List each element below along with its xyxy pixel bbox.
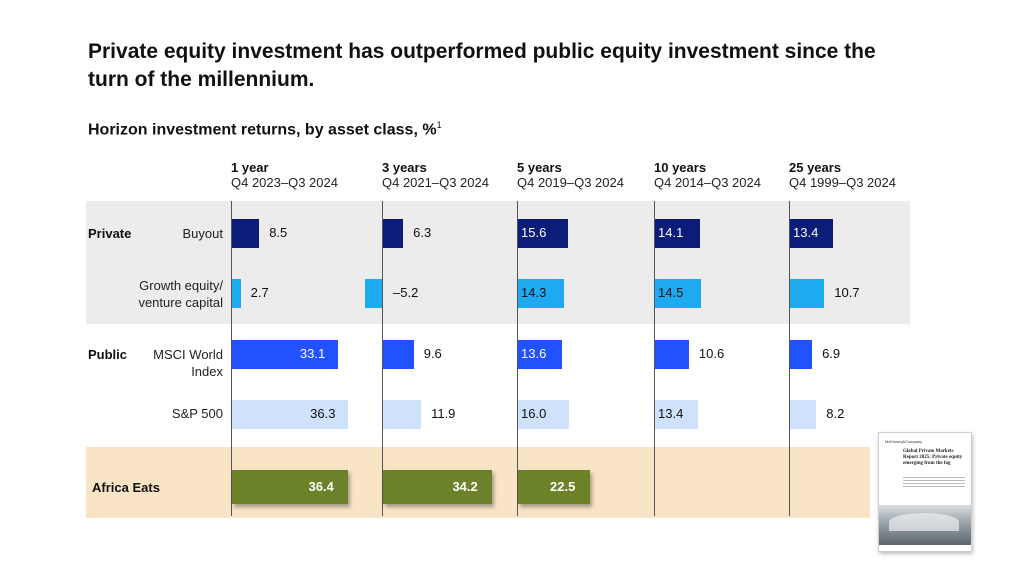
axis-line	[517, 201, 518, 516]
bar-growth-1	[232, 278, 241, 308]
bar-growth-5	[790, 278, 825, 308]
column-header-4: 10 years Q4 2014–Q3 2024	[654, 160, 761, 190]
data-label-buyout-3: 15.6	[521, 225, 547, 240]
data-label-msci-4: 10.6	[698, 346, 725, 361]
column-header-period: 1 year	[231, 160, 269, 175]
data-label-africa-eats-2: 34.2	[452, 479, 478, 494]
bar-msci-2	[383, 339, 414, 369]
bar-sp500-4	[655, 399, 698, 429]
data-label-msci-3: 13.6	[521, 346, 547, 361]
bar-msci-3	[518, 339, 562, 369]
thumbnail-title: Global Private Markets Report 2025: Priv…	[903, 449, 963, 466]
bar-buyout-3	[518, 218, 568, 248]
data-label-buyout-1: 8.5	[269, 225, 288, 240]
chart-subtitle: Horizon investment returns, by asset cla…	[88, 120, 442, 139]
data-label-africa-eats-3: 22.5	[550, 479, 576, 494]
thumbnail-text-lines	[903, 477, 965, 487]
group-label-public: Public	[88, 347, 128, 362]
data-label-growth-2: –5.2	[393, 285, 419, 300]
data-label-growth-3: 14.3	[521, 285, 547, 300]
bar-buyout-2	[383, 218, 404, 248]
bar-msci-1	[232, 339, 338, 369]
private-band	[86, 201, 910, 324]
bar-msci-4	[655, 339, 689, 369]
thumbnail-brand: McKinsey&Company	[885, 439, 923, 444]
axis-line	[789, 201, 790, 516]
bar-msci-5	[790, 339, 813, 369]
column-header-5: 25 years Q4 1999–Q3 2024	[789, 160, 896, 190]
bar-sp500-3	[518, 399, 570, 429]
bar-africa-eats-3	[518, 470, 590, 504]
data-label-msci-1: 33.1	[299, 346, 326, 361]
column-header-range: Q4 1999–Q3 2024	[789, 175, 896, 190]
row-label-sp500: S&P 500	[171, 406, 223, 421]
data-label-sp500-3: 16.0	[521, 406, 547, 421]
data-label-msci-2: 9.6	[423, 346, 442, 361]
column-header-range: Q4 2014–Q3 2024	[654, 175, 761, 190]
chart-title: Private equity investment has outperform…	[88, 40, 876, 91]
axis-line	[654, 201, 655, 516]
data-label-buyout-2: 6.3	[413, 225, 432, 240]
data-label-buyout-4: 14.1	[658, 225, 684, 240]
data-label-growth-1: 2.7	[250, 285, 269, 300]
bar-buyout-5	[790, 218, 833, 248]
column-header-range: Q4 2023–Q3 2024	[231, 175, 338, 190]
bar-buyout-4	[655, 218, 701, 248]
data-label-sp500-5: 8.2	[826, 406, 845, 421]
column-header-period: 10 years	[654, 160, 707, 175]
row-label-msci: MSCI World Index	[153, 347, 223, 379]
row-label-africa-eats: Africa Eats	[92, 480, 160, 495]
column-header-range: Q4 2021–Q3 2024	[382, 175, 489, 190]
bar-africa-eats-1	[232, 470, 349, 504]
bar-sp500-1	[232, 399, 349, 429]
data-label-msci-5: 6.9	[822, 346, 841, 361]
column-header-period: 3 years	[382, 160, 427, 175]
bar-growth-2	[365, 278, 382, 308]
axis-line	[382, 201, 383, 516]
bar-sp500-5	[790, 399, 817, 429]
data-label-growth-5: 10.7	[834, 285, 860, 300]
data-label-buyout-5: 13.4	[793, 225, 819, 240]
axis-line	[231, 201, 232, 516]
data-label-sp500-1: 36.3	[310, 406, 336, 421]
bar-africa-eats-2	[383, 470, 493, 504]
row-label-growth: Growth equity/ venture capital	[138, 278, 223, 310]
column-header-3: 5 years Q4 2019–Q3 2024	[517, 160, 624, 190]
column-header-range: Q4 2019–Q3 2024	[517, 175, 624, 190]
bar-growth-4	[655, 278, 702, 308]
column-header-2: 3 years Q4 2021–Q3 2024	[382, 160, 489, 190]
data-label-africa-eats-1: 36.4	[308, 479, 334, 494]
column-header-period: 5 years	[517, 160, 562, 175]
data-label-growth-4: 14.5	[658, 285, 684, 300]
data-label-sp500-4: 13.4	[658, 406, 684, 421]
row-label-buyout: Buyout	[182, 226, 223, 241]
group-label-private: Private	[88, 226, 132, 241]
bar-sp500-2	[383, 399, 422, 429]
thumbnail-mountain-shape	[889, 513, 959, 531]
bar-buyout-1	[232, 218, 260, 248]
column-header-1: 1 year Q4 2023–Q3 2024	[231, 160, 338, 190]
data-label-sp500-2: 11.9	[431, 406, 456, 421]
bar-growth-3	[518, 278, 564, 308]
report-thumbnail: McKinsey&Company Global Private Markets …	[878, 432, 972, 552]
column-header-period: 25 years	[789, 160, 842, 175]
